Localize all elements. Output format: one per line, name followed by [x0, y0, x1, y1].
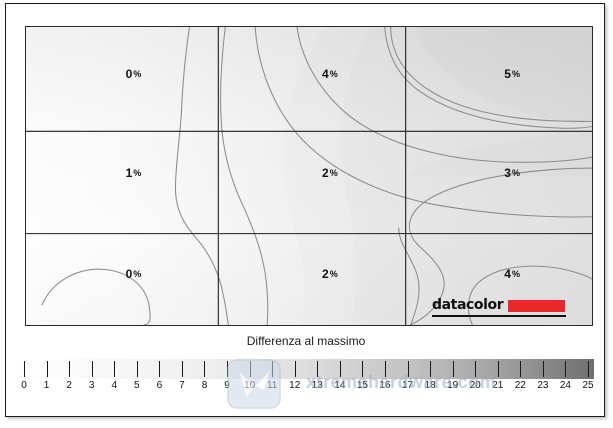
colorbar-tick-label: 11 — [266, 380, 278, 391]
cell-label-value: 3 — [504, 166, 511, 181]
colorbar-tick-label: 18 — [424, 380, 436, 391]
percent-sign: % — [329, 168, 338, 179]
cell-label-value: 1 — [125, 166, 133, 181]
percent-sign: % — [133, 68, 142, 79]
cell-label-value: 2 — [322, 166, 329, 181]
percent-sign: % — [511, 269, 520, 280]
colorbar-tick — [181, 361, 183, 377]
colorbar-tick — [114, 361, 116, 377]
colorbar-tick-label: 10 — [244, 380, 256, 391]
colorbar-tick — [204, 361, 206, 377]
colorbar-tick — [475, 361, 477, 377]
colorbar-tick — [91, 361, 93, 377]
colorbar-tick — [520, 361, 522, 377]
colorbar-tick-labels: 0 1 2 3 4 5 6 7 8 9 10 11 12 13 14 15 16 17 18 19 20 21 22 23 24… — [18, 380, 594, 396]
cell-label-r1c1: 2% — [322, 167, 338, 179]
colorbar-tick-label: 5 — [134, 380, 140, 391]
colorbar-tick — [407, 361, 409, 377]
contour-plot-canvas — [26, 27, 592, 325]
cell-label-value: 5 — [504, 66, 511, 81]
colorbar-tick-label: 3 — [88, 380, 95, 391]
colorbar-tick — [249, 361, 251, 377]
datacolor-logo: datacolor — [432, 298, 566, 320]
cell-label-value: 4 — [322, 66, 329, 81]
colorbar-tick — [339, 361, 341, 377]
colorbar-tick — [69, 361, 71, 377]
colorbar-tick — [588, 361, 589, 377]
colorbar-tick — [430, 361, 432, 377]
percent-sign: % — [133, 168, 142, 179]
plot-grid — [26, 27, 592, 325]
colorbar-tick-label: 9 — [224, 380, 230, 391]
datacolor-red-bar — [508, 300, 565, 312]
percent-sign: % — [511, 168, 520, 179]
colorbar-tick — [46, 361, 48, 377]
colorbar-tick — [272, 361, 274, 377]
colorbar-tick-label: 21 — [492, 380, 504, 391]
colorbar-tick-label: 24 — [559, 380, 571, 391]
colorbar-tick-label: 1 — [43, 380, 50, 391]
colorbar-title: Differenza al massimo — [246, 334, 366, 348]
colorbar-tick-label: 25 — [582, 380, 594, 391]
cell-label-r1c0: 1% — [126, 167, 142, 179]
figure-card: 0% 4% 5% 1% 2% 3% 0% 2% 4% datacolor Dif… — [5, 3, 605, 417]
cell-label-r0c0: 0% — [126, 68, 142, 80]
colorbar-tick — [497, 361, 499, 377]
colorbar-tick — [294, 361, 296, 377]
colorbar-tick-label: 13 — [311, 380, 323, 391]
cell-label-r2c0: 0% — [126, 268, 142, 280]
colorbar-tick — [24, 361, 25, 377]
colorbar-tick-label: 2 — [66, 380, 72, 391]
datacolor-underline — [432, 315, 566, 317]
cell-label-value: 0 — [125, 66, 133, 81]
colorbar-tick — [227, 361, 229, 377]
colorbar-tick-label: 8 — [201, 380, 208, 391]
cell-label-value: 2 — [322, 267, 329, 282]
colorbar-tick-label: 0 — [21, 380, 27, 391]
cell-label-value: 0 — [125, 267, 133, 282]
colorbar-tick — [452, 361, 454, 377]
colorbar-tick — [565, 361, 567, 377]
colorbar-tick — [362, 361, 364, 377]
colorbar-tick — [159, 361, 161, 377]
colorbar-tick — [384, 361, 386, 377]
colorbar-tick-label: 7 — [179, 380, 185, 391]
colorbar-tick-label: 16 — [379, 380, 391, 391]
colorbar-tick-label: 22 — [514, 380, 526, 391]
cell-label-value: 4 — [504, 267, 511, 282]
colorbar-tick-label: 14 — [334, 380, 346, 391]
colorbar-tick-label: 23 — [537, 380, 549, 391]
colorbar-gradient — [18, 359, 594, 379]
colorbar-ticks — [18, 359, 594, 379]
cell-label-r0c1: 4% — [322, 68, 338, 80]
cell-label-r0c2: 5% — [504, 68, 520, 80]
percent-sign: % — [329, 269, 338, 280]
percent-sign: % — [329, 68, 338, 79]
percent-sign: % — [133, 269, 142, 280]
contour-plot-panel: 0% 4% 5% 1% 2% 3% 0% 2% 4% — [25, 26, 593, 326]
colorbar: 0 1 2 3 4 5 6 7 8 9 10 11 12 13 14 15 16 17 18 19 20 21 22 23 24… — [18, 359, 594, 403]
colorbar-tick-label: 20 — [469, 380, 481, 391]
datacolor-wordmark: datacolor — [432, 297, 504, 313]
percent-sign: % — [511, 68, 520, 79]
cell-label-r2c1: 2% — [322, 268, 338, 280]
cell-label-r2c2: 4% — [504, 268, 520, 280]
colorbar-tick-label: 6 — [156, 380, 163, 391]
colorbar-tick-label: 4 — [111, 380, 118, 391]
colorbar-tick — [317, 361, 319, 377]
cell-label-r1c2: 3% — [504, 167, 520, 179]
colorbar-tick-label: 15 — [356, 380, 368, 391]
colorbar-tick-label: 19 — [447, 380, 459, 391]
contour-lines — [41, 27, 592, 325]
colorbar-tick — [136, 361, 138, 377]
colorbar-tick-label: 17 — [401, 380, 414, 391]
colorbar-tick-label: 12 — [289, 380, 301, 391]
colorbar-tick — [542, 361, 544, 377]
